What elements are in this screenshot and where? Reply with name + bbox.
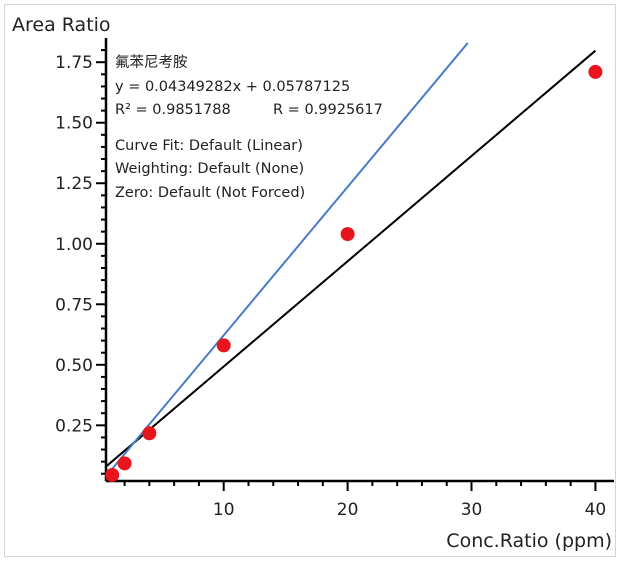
y-tick-label: 1.50 bbox=[55, 114, 93, 134]
y-axis-title: Area Ratio bbox=[12, 14, 111, 36]
fit-line bbox=[105, 49, 597, 468]
r-squared: R² = 0.9851788 bbox=[115, 102, 231, 118]
x-tick-label: 20 bbox=[337, 500, 359, 520]
compound-name: 氟苯尼考胺 bbox=[115, 54, 188, 71]
y-tick-label: 1.00 bbox=[55, 235, 93, 255]
curve-fit-label: Curve Fit: Default (Linear) bbox=[115, 138, 303, 154]
weighting-label: Weighting: Default (None) bbox=[115, 161, 304, 177]
r-value: R = 0.9925617 bbox=[273, 102, 383, 118]
y-tick-label: 0.25 bbox=[55, 416, 93, 436]
y-tick-label: 0.50 bbox=[55, 356, 93, 376]
y-tick-label: 1.25 bbox=[55, 174, 93, 194]
x-axis-title: Conc.Ratio (ppm) bbox=[446, 530, 612, 552]
y-tick-label: 0.75 bbox=[55, 295, 93, 315]
data-point bbox=[340, 227, 355, 242]
x-tick-label: 10 bbox=[213, 500, 235, 520]
x-tick-label: 30 bbox=[461, 500, 483, 520]
reference-line bbox=[110, 42, 469, 471]
annotation-block: 氟苯尼考胺 y = 0.04349282x + 0.05787125 R² = … bbox=[115, 54, 383, 201]
fit-equation: y = 0.04349282x + 0.05787125 bbox=[115, 79, 350, 95]
y-tick-label: 1.75 bbox=[55, 53, 93, 73]
data-point bbox=[216, 338, 231, 353]
data-point bbox=[588, 64, 603, 79]
data-point bbox=[117, 456, 132, 471]
zero-label: Zero: Default (Not Forced) bbox=[115, 185, 305, 201]
data-point bbox=[105, 467, 120, 482]
x-tick-label: 40 bbox=[585, 500, 607, 520]
data-point bbox=[142, 426, 157, 441]
